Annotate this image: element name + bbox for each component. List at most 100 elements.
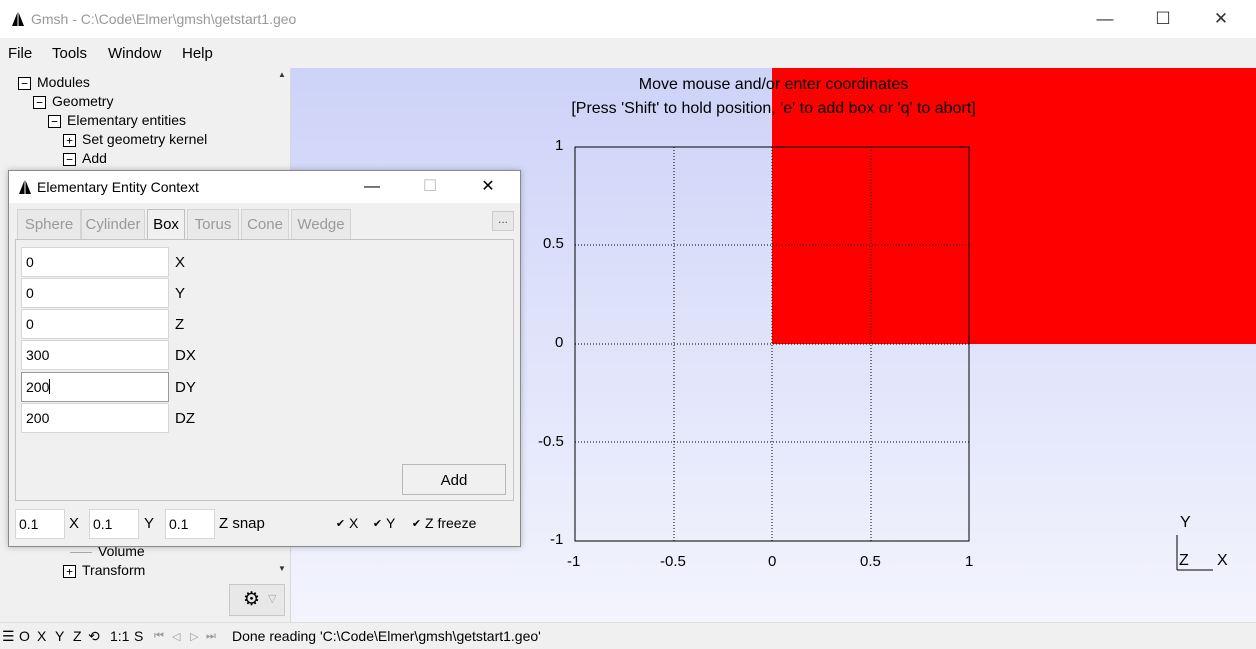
menu-bar: File Tools Window Help	[0, 38, 1256, 68]
tab-box[interactable]: Box	[147, 209, 185, 239]
snap-x-input[interactable]: 0.1	[15, 509, 65, 539]
triad-x-label: X	[1217, 552, 1228, 569]
tree-item-volume[interactable]: Volume	[70, 543, 145, 559]
checkmark-icon: ✔	[411, 518, 422, 530]
dy-field[interactable]: 200	[21, 372, 169, 402]
freeze-z-label: Z freeze	[425, 515, 477, 531]
x-tick-label: 1	[965, 553, 974, 570]
tree-item-add[interactable]: − Add	[63, 150, 107, 166]
tree-connector	[70, 551, 92, 553]
dx-field-label: DX	[175, 347, 196, 364]
snap-z-label: Z snap	[219, 515, 265, 532]
scroll-up-icon[interactable]: ▲	[278, 70, 286, 79]
collapse-icon[interactable]: −	[33, 95, 46, 109]
dy-field-label: DY	[175, 379, 196, 396]
y-tick-label: 1	[555, 137, 564, 154]
last-step-icon[interactable]: ⏭	[206, 630, 216, 642]
dialog-title-bar[interactable]: Elementary Entity Context — ☐ ✕	[9, 171, 520, 203]
play-icon[interactable]: ▷	[190, 631, 199, 643]
tree-item-label: Volume	[98, 543, 145, 559]
y-tick-label: -1	[550, 531, 564, 548]
freeze-y-checkbox[interactable]: ✔ Y	[372, 515, 395, 531]
dy-field-value: 200	[26, 379, 50, 395]
tab-cone[interactable]: Cone	[241, 209, 289, 239]
freeze-x-checkbox[interactable]: ✔ X	[335, 515, 358, 531]
rotate-icon[interactable]: ⟲	[88, 628, 100, 644]
view-x-button[interactable]: X	[37, 628, 47, 644]
y-tick-label: -0.5	[538, 433, 564, 450]
collapse-icon[interactable]: −	[63, 152, 76, 166]
freeze-y-label: Y	[386, 515, 396, 531]
tab-torus[interactable]: Torus	[187, 209, 239, 239]
x-tick-label: 0	[768, 553, 777, 570]
first-step-icon[interactable]: ⏮	[154, 630, 164, 642]
y-tick-label: 0	[555, 334, 564, 351]
scale-button[interactable]: 1:1	[110, 628, 130, 644]
expand-icon[interactable]: +	[63, 133, 76, 147]
text-cursor	[49, 379, 51, 394]
add-button[interactable]: Add	[402, 464, 506, 495]
status-message: Done reading 'C:\Code\Elmer\gmsh\getstar…	[232, 628, 541, 644]
close-button[interactable]: ✕	[1213, 9, 1229, 28]
tree-item-label: Geometry	[52, 93, 114, 109]
x-field[interactable]: 0	[21, 247, 169, 277]
freeze-z-checkbox[interactable]: ✔ Z freeze	[411, 515, 476, 531]
minimize-button[interactable]: —	[1096, 9, 1114, 28]
z-field[interactable]: 0	[21, 309, 169, 339]
settings-gear-button[interactable]: ⚙ ▽	[229, 584, 285, 616]
more-options-button[interactable]: ...	[492, 211, 514, 231]
collapse-icon[interactable]: −	[48, 114, 61, 128]
z-field-label: Z	[175, 316, 185, 333]
snap-z-input[interactable]: 0.1	[165, 509, 215, 539]
tree-item-modules[interactable]: − Modules	[18, 74, 90, 90]
status-message-line2: [Press 'Shift' to hold position, 'e' to …	[571, 100, 976, 117]
menu-tools[interactable]: Tools	[52, 45, 88, 62]
dialog-minimize-button[interactable]: —	[364, 178, 380, 195]
y-field[interactable]: 0	[21, 278, 169, 308]
view-z-button[interactable]: Z	[73, 628, 82, 644]
dialog-maximize-button: ☐	[422, 178, 438, 195]
menu-icon[interactable]: ☰	[2, 628, 15, 644]
plot-canvas	[574, 68, 1256, 571]
x-tick-label: -0.5	[660, 553, 686, 570]
scroll-down-icon[interactable]: ▼	[278, 564, 286, 573]
snap-x-label: X	[69, 515, 80, 532]
status-bar: ☰ O X Y Z ⟲ 1:1 S ⏮ ◁ ▷ ⏭ Done reading '…	[0, 622, 1256, 649]
x-tick-label: 0.5	[860, 553, 881, 570]
tab-cylinder[interactable]: Cylinder	[81, 209, 145, 239]
triad-y-label: Y	[1180, 514, 1191, 531]
tree-item-label: Elementary entities	[67, 112, 187, 128]
menu-window[interactable]: Window	[108, 45, 162, 62]
tab-sphere[interactable]: Sphere	[17, 209, 81, 239]
menu-help[interactable]: Help	[182, 45, 213, 62]
status-message-line1: Move mouse and/or enter coordinates	[638, 76, 909, 93]
elementary-entity-context-dialog: Elementary Entity Context — ☐ ✕ Sphere C…	[8, 170, 521, 547]
checkmark-icon: ✔	[372, 518, 383, 530]
window-title-bar: Gmsh - C:\Code\Elmer\gmsh\getstart1.geo …	[0, 0, 1256, 38]
snapshot-button[interactable]: S	[134, 628, 144, 644]
y-field-label: Y	[175, 285, 186, 302]
tree-item-transform[interactable]: + Transform	[63, 562, 145, 578]
dz-field[interactable]: 200	[21, 403, 169, 433]
dialog-close-button[interactable]: ✕	[481, 178, 495, 195]
prev-step-icon[interactable]: ◁	[172, 631, 181, 643]
tree-item-label: Set geometry kernel	[82, 131, 208, 147]
collapse-icon[interactable]: −	[18, 76, 31, 90]
dz-field-label: DZ	[175, 410, 195, 427]
tab-wedge[interactable]: Wedge	[291, 209, 351, 239]
x-field-label: X	[175, 254, 186, 271]
menu-file[interactable]: File	[8, 45, 33, 62]
dx-field[interactable]: 300	[21, 340, 169, 370]
tree-item-geometry[interactable]: − Geometry	[33, 93, 113, 109]
view-origin-button[interactable]: O	[19, 628, 30, 644]
dropdown-arrow-icon: ▽	[268, 593, 277, 605]
tree-item-label: Transform	[82, 562, 146, 578]
expand-icon[interactable]: +	[63, 564, 76, 578]
snap-y-input[interactable]: 0.1	[89, 509, 139, 539]
maximize-button[interactable]: ☐	[1155, 9, 1171, 28]
view-y-button[interactable]: Y	[55, 628, 65, 644]
tree-item-label: Modules	[37, 74, 90, 90]
tree-item-set-geometry-kernel[interactable]: + Set geometry kernel	[63, 131, 207, 147]
tree-item-elementary-entities[interactable]: − Elementary entities	[48, 112, 186, 128]
triad-z-label: Z	[1179, 552, 1189, 569]
